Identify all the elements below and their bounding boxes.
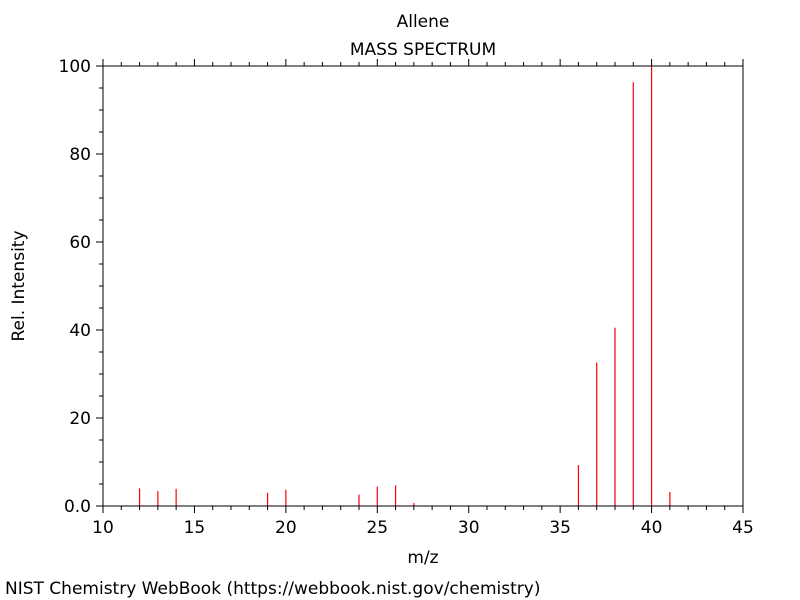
plot-frame (102, 65, 744, 507)
y-tick-label: 60 (69, 233, 91, 253)
y-axis-label: Rel. Intensity (9, 230, 29, 341)
y-tick-label: 100 (59, 57, 91, 77)
source-credit: NIST Chemistry WebBook (https://webbook.… (5, 579, 540, 599)
peak-series (138, 66, 671, 506)
y-tick-label: 20 (69, 409, 91, 429)
y-axis: 0.0 20 40 60 80 100 (59, 57, 103, 517)
chart-subtitle: MASS SPECTRUM (350, 40, 496, 60)
x-tick-label: 35 (549, 518, 571, 538)
x-tick-label: 15 (184, 518, 206, 538)
y-tick-label: 80 (69, 145, 91, 165)
x-tick-label: 45 (732, 518, 754, 538)
x-axis-label: m/z (407, 548, 438, 568)
x-tick-label: 30 (458, 518, 480, 538)
x-tick-label: 40 (641, 518, 663, 538)
y-tick-label: 40 (69, 321, 91, 341)
x-tick-label: 20 (275, 518, 297, 538)
x-axis: 10 15 20 25 30 35 40 45 (92, 59, 754, 538)
x-tick-label: 10 (92, 518, 114, 538)
y-tick-label: 0.0 (64, 497, 91, 517)
x-tick-label: 25 (366, 518, 388, 538)
chart-title: Allene (397, 12, 450, 32)
